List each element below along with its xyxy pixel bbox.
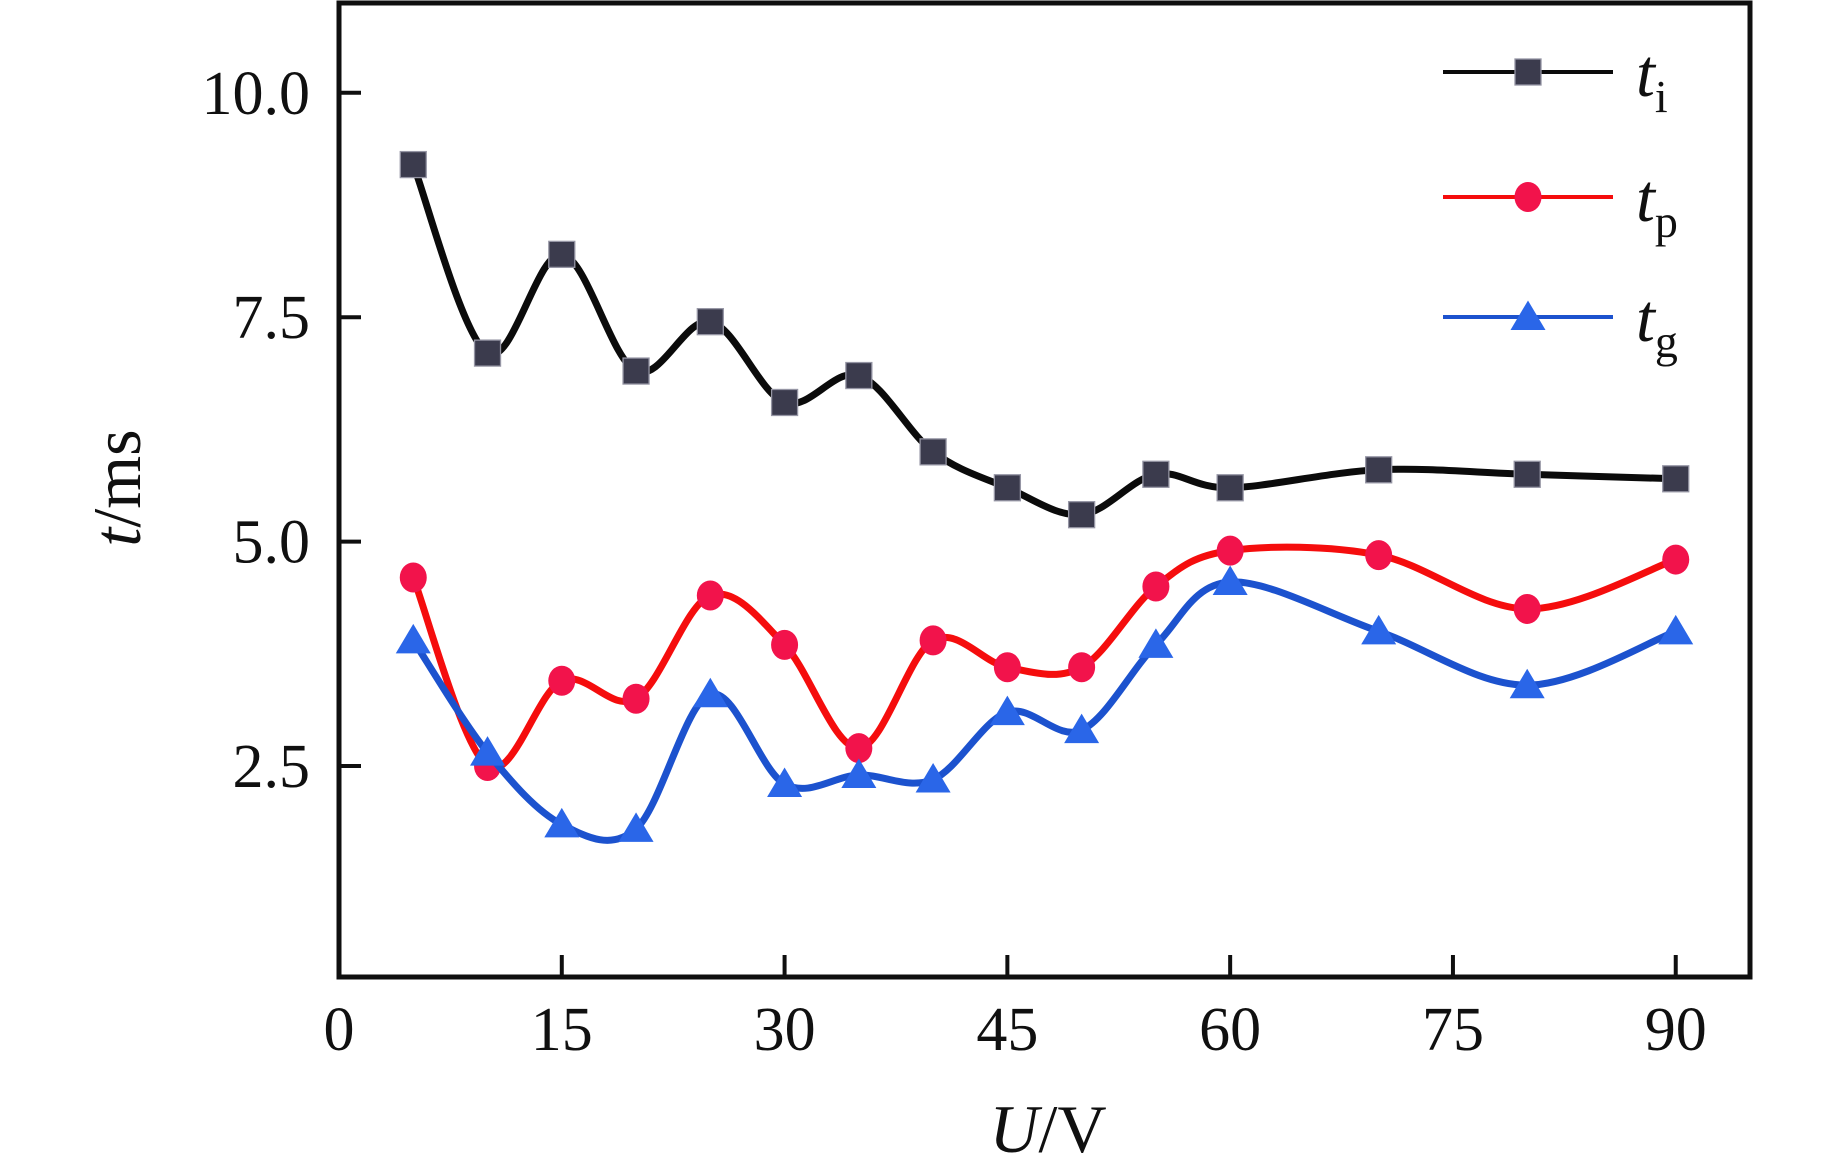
marker-triangle-t_g bbox=[692, 677, 728, 708]
marker-circle-t_p bbox=[1068, 652, 1096, 683]
marker-circle-t_p bbox=[1216, 535, 1244, 566]
series-t_i bbox=[399, 150, 1690, 529]
legend-entry-t_g: tg bbox=[1443, 280, 1678, 367]
marker-triangle-t_g bbox=[544, 807, 580, 838]
marker-triangle-t_g bbox=[1509, 668, 1545, 699]
legend-entry-t_i: ti bbox=[1443, 35, 1668, 122]
legend-marker-t_g bbox=[1510, 300, 1546, 330]
y-tick-label-2.5: 2.5 bbox=[233, 733, 311, 801]
marker-square-t_i bbox=[919, 438, 947, 466]
x-tick-label-90: 90 bbox=[1645, 996, 1707, 1064]
marker-triangle-t_g bbox=[1361, 614, 1397, 645]
x-tick-label-30: 30 bbox=[754, 996, 816, 1064]
marker-circle-t_p bbox=[1662, 544, 1690, 575]
legend-marker-t_p bbox=[1514, 182, 1542, 212]
x-tick-label-0: 0 bbox=[324, 996, 355, 1064]
marker-circle-t_p bbox=[696, 580, 724, 611]
marker-square-t_i bbox=[696, 308, 724, 336]
marker-square-t_i bbox=[1662, 465, 1690, 493]
legend-label-t_p: tp bbox=[1636, 160, 1678, 247]
marker-square-t_i bbox=[993, 474, 1022, 502]
x-tick-label-60: 60 bbox=[1199, 996, 1261, 1064]
legend-label-t_i: ti bbox=[1636, 35, 1668, 122]
marker-circle-t_p bbox=[993, 652, 1021, 683]
series-t_p bbox=[399, 535, 1690, 782]
marker-square-t_i bbox=[622, 357, 650, 385]
marker-triangle-t_g bbox=[1138, 628, 1174, 658]
plot-border bbox=[336, 0, 1753, 980]
marker-triangle-t_g bbox=[1658, 614, 1694, 645]
marker-triangle-t_g bbox=[1212, 565, 1248, 596]
series-line-t_g bbox=[409, 578, 1680, 844]
y-axis-title: t/ms bbox=[79, 429, 155, 546]
legend-label-t_g: tg bbox=[1636, 280, 1678, 367]
marker-circle-t_p bbox=[1142, 571, 1170, 602]
marker-square-t_i bbox=[770, 388, 799, 417]
y-tick-label-10.0: 10.0 bbox=[202, 60, 311, 128]
marker-square-t_i bbox=[845, 361, 873, 390]
marker-square-t_i bbox=[473, 339, 502, 367]
marker-square-t_i bbox=[1216, 474, 1244, 502]
series-line-t_p bbox=[409, 543, 1680, 772]
marker-triangle-t_g bbox=[470, 736, 506, 766]
marker-circle-t_p bbox=[1513, 593, 1541, 624]
series-t_g bbox=[395, 565, 1694, 844]
marker-circle-t_p bbox=[919, 625, 947, 656]
marker-circle-t_p bbox=[622, 683, 650, 714]
marker-square-t_i bbox=[399, 150, 427, 179]
marker-square-t_i bbox=[548, 240, 576, 269]
y-tick-label-7.5: 7.5 bbox=[233, 284, 311, 352]
series-line-t_i bbox=[409, 161, 1680, 519]
x-tick-label-75: 75 bbox=[1422, 996, 1484, 1064]
marker-triangle-t_g bbox=[1064, 713, 1100, 744]
marker-square-t_i bbox=[1142, 460, 1170, 488]
marker-circle-t_p bbox=[548, 665, 576, 696]
legend-marker-t_i bbox=[1514, 58, 1542, 86]
marker-square-t_i bbox=[1365, 456, 1393, 484]
marker-triangle-t_g bbox=[989, 695, 1025, 726]
marker-circle-t_p bbox=[771, 629, 799, 660]
x-tick-label-15: 15 bbox=[531, 996, 593, 1064]
marker-square-t_i bbox=[1513, 460, 1541, 488]
marker-triangle-t_g bbox=[767, 767, 803, 797]
legend-entry-t_p: tp bbox=[1443, 160, 1678, 247]
marker-triangle-t_g bbox=[915, 763, 951, 793]
marker-triangle-t_g bbox=[841, 758, 877, 789]
y-tick-label-5.0: 5.0 bbox=[233, 509, 311, 577]
marker-triangle-t_g bbox=[395, 623, 431, 654]
marker-circle-t_p bbox=[845, 733, 873, 764]
marker-circle-t_p bbox=[1365, 540, 1393, 571]
marker-square-t_i bbox=[1067, 501, 1096, 529]
marker-circle-t_p bbox=[399, 562, 427, 593]
x-tick-label-45: 45 bbox=[976, 996, 1038, 1064]
marker-triangle-t_g bbox=[618, 812, 654, 842]
x-axis-title: U/V bbox=[989, 1091, 1106, 1167]
